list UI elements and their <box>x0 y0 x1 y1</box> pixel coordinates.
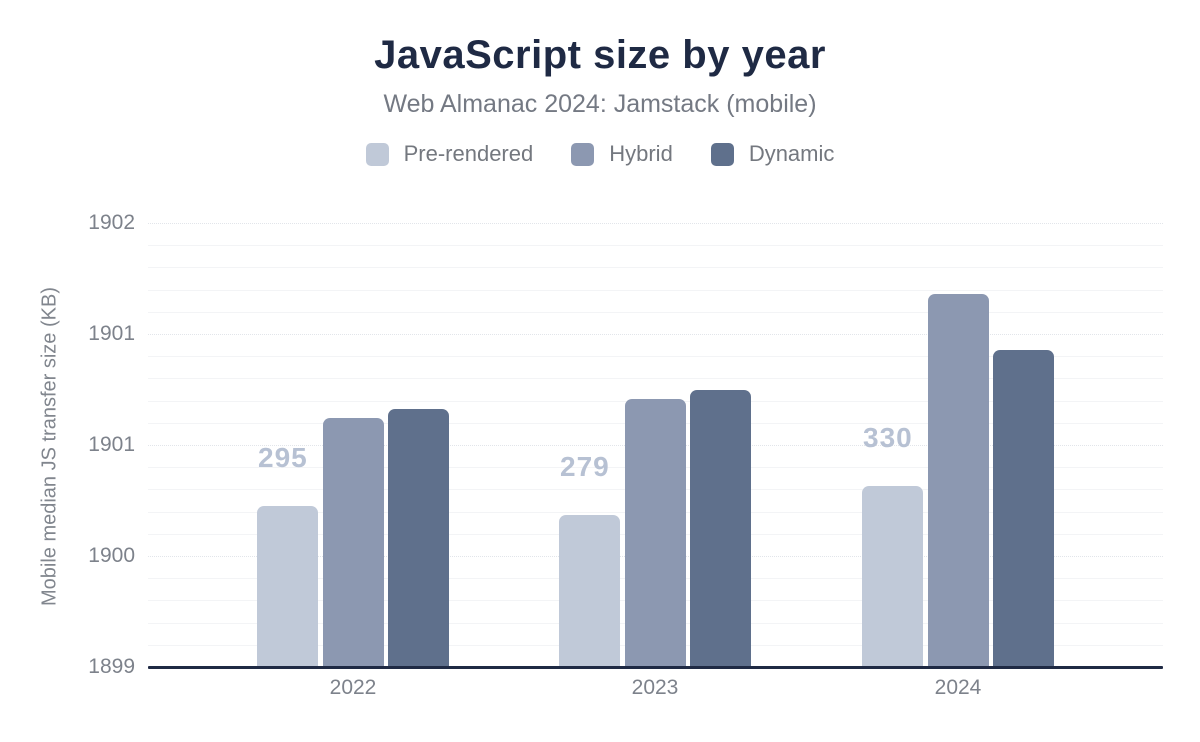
legend-item-pre-rendered[interactable]: Pre-rendered <box>365 141 534 167</box>
bar-dynamic-2023 <box>690 390 751 666</box>
gridline-minor <box>148 245 1163 247</box>
y-axis-title: Mobile median JS transfer size (KB) <box>38 287 61 607</box>
bar-value-label-2023: 279 <box>560 450 610 482</box>
y-axis-tick-label: 1899 <box>88 655 135 678</box>
legend: Pre-rendered Hybrid Dynamic <box>0 141 1200 167</box>
bar-value-label-2022: 295 <box>258 441 308 473</box>
legend-swatch-icon <box>710 142 734 166</box>
chart-subtitle: Web Almanac 2024: Jamstack (mobile) <box>383 90 817 118</box>
x-axis-line <box>148 666 1163 669</box>
legend-item-hybrid[interactable]: Hybrid <box>571 141 673 167</box>
x-axis-tick-label: 2022 <box>329 676 377 699</box>
y-axis-tick-label: 1900 <box>88 544 135 567</box>
y-axis-tick-label: 1901 <box>88 322 135 345</box>
legend-item-label: Pre-rendered <box>403 141 534 166</box>
gridline-minor <box>148 378 1163 380</box>
chart-title: JavaScript size by year <box>374 33 826 77</box>
legend-swatch-icon <box>571 142 595 166</box>
bar-pre-rendered-2024 <box>862 486 923 666</box>
bar-dynamic-2022 <box>388 409 449 666</box>
legend-item-dynamic[interactable]: Dynamic <box>710 141 835 167</box>
gridline-minor <box>148 289 1163 291</box>
x-axis-tick-label: 2023 <box>631 676 679 699</box>
y-axis-tick-label: 1901 <box>88 433 135 456</box>
y-axis-tick-label: 1902 <box>88 211 135 234</box>
bar-hybrid-2023 <box>624 399 686 666</box>
bar-hybrid-2022 <box>322 418 384 666</box>
gridline-major <box>148 334 1163 335</box>
legend-item-label: Dynamic <box>748 141 835 166</box>
bar-pre-rendered-2023 <box>559 514 620 666</box>
gridline-minor <box>148 267 1163 269</box>
gridline-minor <box>148 311 1163 313</box>
x-axis-tick-label: 2024 <box>934 676 982 699</box>
bar-hybrid-2024 <box>927 294 989 666</box>
bar-pre-rendered-2022 <box>257 505 318 666</box>
gridline-minor <box>148 356 1163 358</box>
gridline-major <box>148 223 1163 224</box>
bar-value-label-2024: 330 <box>863 422 913 454</box>
bar-dynamic-2024 <box>993 350 1054 666</box>
legend-swatch-icon <box>365 142 389 166</box>
legend-item-label: Hybrid <box>609 141 673 166</box>
